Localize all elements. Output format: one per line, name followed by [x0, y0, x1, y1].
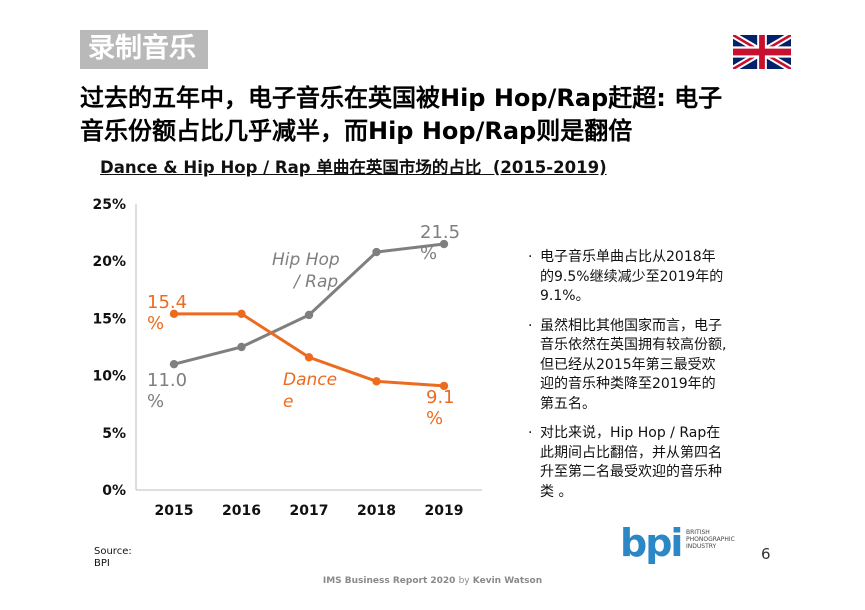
bullet-line: 升至第二名最受欢迎的音乐种	[540, 464, 722, 480]
x-tick-label: 2017	[290, 503, 329, 519]
footer-author: Kevin Watson	[472, 576, 543, 586]
bullet-line: 第五名。	[540, 395, 596, 412]
bullet-text: 虽然相比其他国家而言，电子 音乐依然在英国拥有较高份额, 但已经从2015年第三最受…	[540, 317, 726, 415]
bpi-logo-text-line: BRITISH	[686, 529, 710, 536]
headline-line-2: 音乐份额占比几乎减半，而Hip Hop/Rap则是翻倍	[80, 117, 633, 145]
bullet-line: 电子音乐单曲占比从2018年	[540, 249, 716, 265]
hiphop-data-point	[169, 359, 179, 369]
bpi-logo-text-line: INDUSTRY	[686, 543, 717, 550]
dance-data-point	[439, 381, 449, 391]
dance-data-point	[169, 309, 179, 319]
bullet-text: 对比来说，Hip Hop / Rap在 此期间占比翻倍，并从第四名 升至第二名最受欢…	[540, 424, 722, 502]
footer-by: by	[458, 576, 470, 586]
bullet-item: · 虽然相比其他国家而言，电子 音乐依然在英国拥有较高份额, 但已经从2015年第三最…	[528, 317, 773, 415]
page-number: 6	[761, 545, 771, 563]
x-tick-label: 2019	[425, 503, 464, 519]
source-label: Source:	[94, 546, 132, 557]
y-tick-label: 0%	[102, 483, 126, 499]
source-note: Source: BPI	[94, 546, 132, 570]
bullet-line: 类 。	[540, 483, 573, 500]
hiphop-data-point	[372, 247, 381, 257]
bpi-logo-mark: bpi	[620, 521, 681, 564]
bullet-text: 电子音乐单曲占比从2018年 的9.5%继续减少至2019年的 9.1%。	[540, 248, 723, 307]
hiphop-start-value-label: 11.0%	[147, 370, 187, 412]
bullet-line: 音乐依然在英国拥有较高份额,	[540, 337, 727, 353]
x-tick-label: 2016	[222, 503, 261, 519]
dance-data-point	[237, 309, 246, 319]
bullet-item: · 电子音乐单曲占比从2018年 的9.5%继续减少至2019年的 9.1%。	[528, 248, 773, 307]
bullet-line: 的9.5%继续减少至2019年的	[540, 268, 724, 285]
y-tick-label: 15%	[92, 311, 126, 327]
x-tick-label: 2015	[155, 503, 194, 519]
chart-subtitle-period: (2015-2019)	[492, 158, 607, 177]
section-label: 录制音乐	[80, 30, 208, 69]
y-tick-label: 5%	[102, 426, 126, 442]
bullet-item: · 对比来说，Hip Hop / Rap在 此期间占比翻倍，并从第四名 升至第二名最受…	[528, 424, 773, 502]
bullet-list: · 电子音乐单曲占比从2018年 的9.5%继续减少至2019年的 9.1%。 · 虽然相…	[528, 248, 773, 512]
footer: IMS Business Report 2020 by Kevin Watson	[0, 576, 865, 586]
dance-end-value-label: 9.1%	[426, 387, 455, 429]
y-tick-label: 10%	[92, 369, 126, 385]
chart-subtitle-main: Dance & Hip Hop / Rap 单曲在英国市场的占比	[100, 158, 482, 177]
bullet-line: 迎的音乐种类降至2019年的	[540, 376, 716, 392]
bullet-marker: ·	[528, 425, 533, 441]
source-value: BPI	[94, 558, 110, 569]
y-tick-label: 20%	[92, 254, 126, 270]
hiphop-data-point	[237, 342, 246, 352]
dance-data-point	[372, 377, 381, 386]
hiphop-data-point	[304, 310, 314, 320]
dance-series-label: Dance e	[283, 370, 337, 412]
bullet-line: 虽然相比其他国家而言，电子	[540, 317, 722, 334]
footer-title: IMS Business Report 2020	[322, 576, 456, 586]
uk-flag-icon	[733, 35, 791, 69]
hiphop-data-point	[439, 239, 449, 249]
bullet-line: 对比来说，Hip Hop / Rap在	[540, 425, 721, 441]
bullet-line: 此期间占比翻倍，并从第四名	[540, 444, 722, 461]
chart-subtitle: Dance & Hip Hop / Rap 单曲在英国市场的占比 (2015-2…	[100, 154, 607, 178]
x-tick-label: 2018	[357, 503, 396, 519]
dance-data-point	[304, 353, 314, 362]
line-chart: 0% 5% 10% 15% 20% 25% 2015 2016 2017 2018 2019 15.4…	[92, 197, 482, 519]
headline: 过去的五年中，电子音乐在英国被Hip Hop/Rap赶超: 电子 音乐份额占比几…	[80, 82, 800, 148]
bullet-marker: ·	[528, 317, 533, 334]
bullet-line: 9.1%。	[540, 288, 590, 304]
headline-line-1: 过去的五年中，电子音乐在英国被Hip Hop/Rap赶超: 电子	[80, 84, 723, 112]
dance-start-value-label: 15.4%	[147, 292, 187, 334]
y-tick-label: 25%	[92, 197, 126, 213]
bullet-line: 但已经从2015年第三最受欢	[540, 356, 716, 373]
hiphop-end-value-label: 21.5%	[420, 222, 460, 264]
bpi-logo-text-line: PHONOGRAPHIC	[686, 536, 735, 543]
bullet-marker: ·	[528, 249, 533, 265]
hiphop-series-label: Hip Hop / Rap	[272, 250, 340, 292]
